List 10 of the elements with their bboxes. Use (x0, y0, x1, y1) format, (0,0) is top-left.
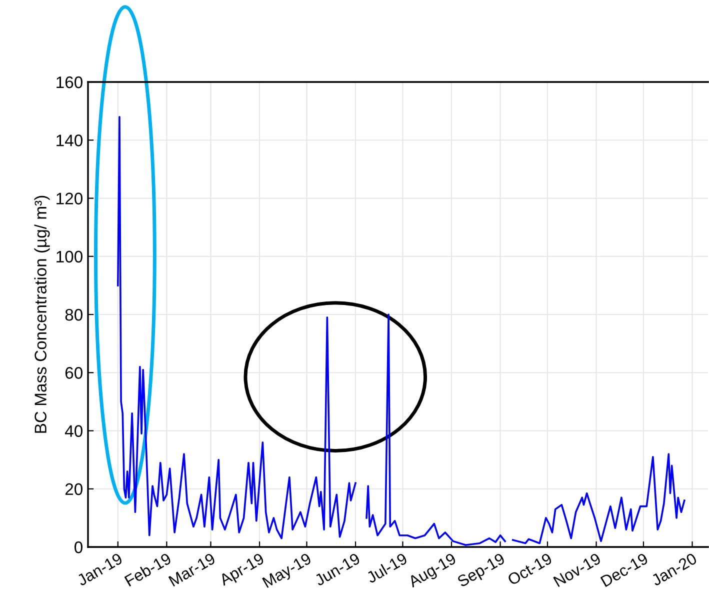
y-tick-label: 80 (65, 308, 82, 321)
y-tick-label: 140 (56, 134, 82, 146)
y-tick-label: 160 (56, 76, 82, 88)
y-tick-label: 20 (65, 483, 82, 496)
y-tick-label: 40 (64, 425, 82, 437)
y-tick-label: 0 (74, 541, 82, 554)
y-tick-label: 120 (56, 192, 82, 204)
y-tick-label: 100 (56, 250, 82, 263)
y-tick-label: 60 (65, 367, 82, 379)
y-axis-title: BC Mass Concentration (µg/ m³) (34, 196, 50, 433)
